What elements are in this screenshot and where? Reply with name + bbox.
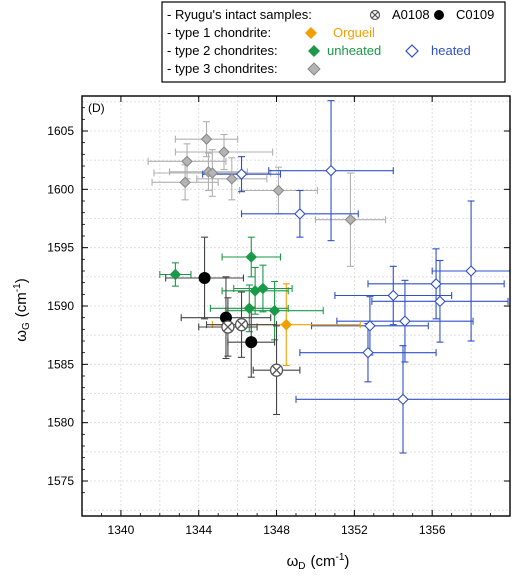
marker-heated <box>387 289 400 302</box>
marker-unheated <box>169 268 182 281</box>
x-axis-subscript: D <box>298 561 305 572</box>
legend-a0108-marker <box>369 9 381 21</box>
marker-type3 <box>200 133 213 145</box>
x-axis-unit: (cm <box>311 553 336 570</box>
data-markers <box>169 133 477 406</box>
x-axis-unit-close: ) <box>344 553 349 570</box>
marker-unheated <box>268 304 281 317</box>
error-bar-unheated <box>159 262 192 287</box>
legend-row-type2-label: - type 2 chondrites: <box>167 43 278 58</box>
legend-unheated-label: unheated <box>327 43 381 58</box>
marker-heated <box>235 168 248 180</box>
legend-heated-marker <box>405 44 419 58</box>
legend-unheated-marker <box>308 45 320 57</box>
panel-label: (D) <box>88 101 105 115</box>
y-tick-label: 1575 <box>47 474 74 488</box>
x-tick-label: 1352 <box>341 523 368 537</box>
legend: - Ryugu's intact samples: A0108 C0109 - … <box>161 1 506 83</box>
legend-box <box>161 1 506 83</box>
marker-heated <box>434 295 446 308</box>
marker-heated <box>362 346 374 359</box>
marker-type3 <box>181 155 193 168</box>
y-axis-subscript: G <box>21 322 32 330</box>
marker-heated <box>364 320 376 332</box>
marker-type3 <box>272 184 285 197</box>
y-tick-label: 1595 <box>47 241 74 255</box>
legend-row-ryugu-label: - Ryugu's intact samples: <box>167 7 312 22</box>
y-axis-symbol: ω <box>13 330 30 342</box>
marker-heated <box>397 393 409 406</box>
marker-heated <box>430 278 442 290</box>
y-tick-label: 1590 <box>47 299 74 313</box>
marker-type3 <box>179 176 191 189</box>
marker-type3 <box>226 173 238 185</box>
marker-orgueil <box>280 318 293 331</box>
y-axis-title: ωG (cm-1) <box>12 278 32 341</box>
gridlines <box>82 96 510 516</box>
marker-type3 <box>206 167 219 179</box>
legend-row-type3-label: - type 3 chondrites: <box>167 61 278 76</box>
legend-orgueil-label: Orgueil <box>333 25 375 40</box>
marker-unheated <box>243 302 256 315</box>
y-axis-unit-close: ) <box>13 278 30 283</box>
y-tick-label: 1600 <box>47 182 74 196</box>
legend-c0109-marker <box>434 10 444 20</box>
legend-orgueil-marker <box>305 27 317 39</box>
legend-type3-marker <box>307 62 321 76</box>
x-tick-label: 1348 <box>263 523 290 537</box>
x-axis-title: ωD (cm-1) <box>287 552 350 572</box>
legend-c0109-label: C0109 <box>456 7 494 22</box>
svg-text:ωG(cm-1): ωG (cm-1) <box>12 278 32 341</box>
marker-a0108 <box>234 318 249 332</box>
marker-a0108 <box>269 363 284 377</box>
x-axis-unit-exponent: -1 <box>336 552 345 563</box>
axis-ticks: 1340 1344 1348 1352 1356 1575 1580 1585 1590 1595… <box>47 96 510 537</box>
y-tick-label: 1580 <box>47 416 74 430</box>
marker-c0109 <box>245 336 258 349</box>
marker-a0108 <box>221 320 235 334</box>
x-axis-symbol: ω <box>287 553 299 570</box>
x-tick-label: 1356 <box>419 523 446 537</box>
marker-heated <box>294 208 306 220</box>
marker-c0109 <box>198 272 211 284</box>
x-tick-label: 1344 <box>185 523 212 537</box>
y-tick-label: 1605 <box>47 124 74 138</box>
marker-type3 <box>218 146 230 158</box>
marker-heated <box>325 164 337 177</box>
marker-heated <box>465 265 477 277</box>
marker-unheated <box>245 251 258 263</box>
legend-a0108-label: A0108 <box>392 7 430 22</box>
x-tick-label: 1340 <box>108 523 135 537</box>
y-tick-label: 1585 <box>47 357 74 371</box>
y-axis-unit-exponent: -1 <box>12 283 23 292</box>
marker-type3 <box>344 213 357 226</box>
svg-text:ωD(cm-1): ωD (cm-1) <box>287 552 350 572</box>
y-axis-unit: (cm <box>13 292 30 317</box>
marker-heated <box>399 315 411 327</box>
legend-heated-label: heated <box>431 43 471 58</box>
legend-row-type1-label: - type 1 chondrite: <box>167 25 271 40</box>
marker-unheated <box>257 282 269 295</box>
